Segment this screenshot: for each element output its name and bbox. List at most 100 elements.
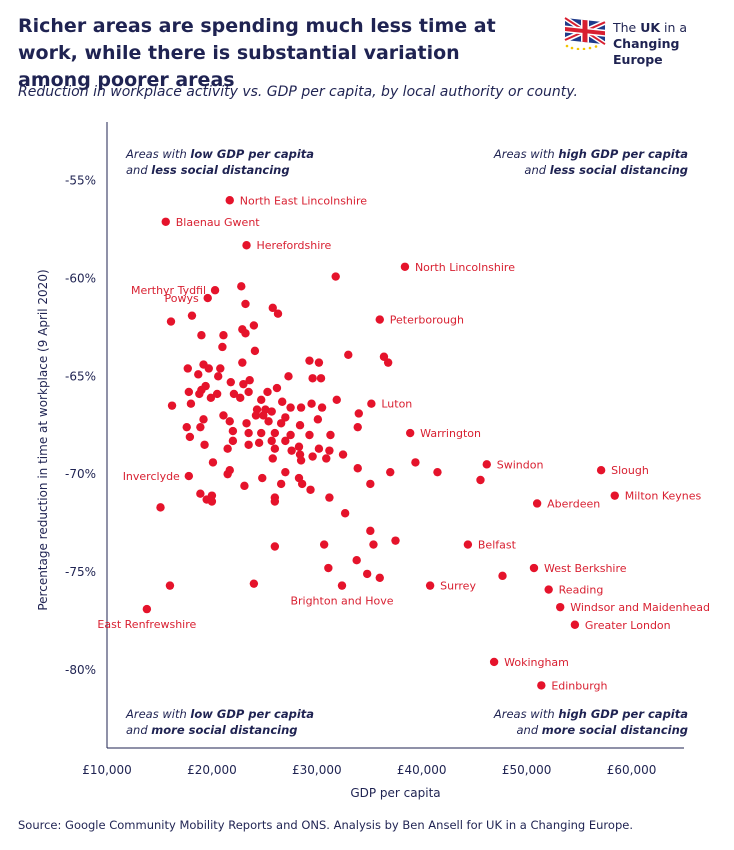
- point-label: Surrey: [440, 580, 476, 593]
- data-point: [308, 452, 317, 461]
- data-point: [184, 387, 194, 397]
- x-tick-label: £50,000: [502, 763, 552, 777]
- labeled-data-point: [203, 293, 212, 303]
- data-point: [237, 282, 246, 291]
- y-tick-label: -55%: [65, 174, 96, 188]
- labeled-data-point: [482, 460, 491, 469]
- quadrant-note-top-right: and less social distancing: [524, 163, 688, 177]
- data-point: [212, 389, 222, 399]
- point-label: Edinburgh: [551, 679, 607, 692]
- data-point: [308, 374, 317, 383]
- data-point: [229, 389, 239, 399]
- point-label: Herefordshire: [257, 239, 332, 252]
- y-tick-label: -65%: [65, 369, 96, 383]
- data-point: [225, 466, 234, 475]
- data-point: [277, 397, 287, 406]
- y-tick-label: -70%: [65, 467, 96, 481]
- logo-wordmark: The UK in a Changing Europe: [613, 20, 688, 67]
- data-point: [263, 387, 272, 397]
- point-labels: North East Lincolnshire Blaenau Gwent Here…: [97, 194, 710, 692]
- data-point: [354, 409, 363, 418]
- data-point: [245, 376, 254, 385]
- labeled-data-point: [532, 499, 542, 508]
- chart-subtitle: Reduction in workplace activity vs. GDP …: [18, 84, 578, 100]
- data-point: [366, 479, 375, 489]
- data-point: [294, 442, 304, 451]
- data-point: [219, 331, 228, 340]
- labeled-data-point: [225, 196, 234, 205]
- point-label: Merthyr Tydfil: [131, 284, 206, 297]
- data-point: [167, 401, 177, 410]
- labeled-data-point: [400, 262, 410, 271]
- data-point: [433, 467, 442, 477]
- data-point: [196, 489, 205, 498]
- point-label: North East Lincolnshire: [240, 194, 367, 207]
- x-tick-label: £10,000: [82, 763, 132, 777]
- data-point: [325, 446, 334, 455]
- x-tick-label: £40,000: [397, 763, 447, 777]
- labeled-data-point: [489, 657, 499, 667]
- labeled-data-point: [610, 491, 619, 500]
- data-point: [249, 321, 259, 330]
- data-points: [142, 196, 619, 690]
- point-label: Windsor and Maidenhead: [570, 601, 710, 614]
- point-label: North Lincolnshire: [415, 261, 515, 274]
- chart-title: Richer areas are spending much less time…: [18, 15, 496, 91]
- data-point: [194, 370, 203, 379]
- data-point: [272, 383, 282, 393]
- data-point: [411, 458, 420, 467]
- data-point: [273, 309, 283, 318]
- data-point: [216, 364, 225, 373]
- point-label: Warrington: [420, 427, 481, 440]
- quadrant-notes: Areas with low GDP per capita and less so…: [125, 147, 688, 737]
- quadrant-note-bottom-left: and more social distancing: [126, 723, 298, 737]
- point-label: Wokingham: [504, 656, 569, 669]
- y-tick-label: -60%: [65, 272, 96, 286]
- data-point: [257, 428, 266, 438]
- x-tick-label: £60,000: [607, 763, 657, 777]
- data-point: [352, 556, 361, 565]
- data-point: [281, 436, 290, 446]
- labeled-data-point: [570, 620, 580, 629]
- data-point: [268, 454, 277, 463]
- data-point: [338, 450, 348, 459]
- labeled-data-point: [405, 428, 415, 438]
- point-label: Belfast: [478, 539, 517, 552]
- point-label: Luton: [381, 398, 412, 411]
- data-point: [284, 372, 293, 381]
- point-label: Powys: [164, 292, 198, 305]
- data-point: [240, 481, 249, 491]
- data-point: [276, 479, 286, 489]
- x-tick-label: £20,000: [187, 763, 237, 777]
- data-point: [223, 444, 232, 453]
- data-point: [305, 430, 314, 440]
- data-point: [281, 413, 290, 422]
- data-point: [386, 467, 395, 477]
- labeled-data-point: [537, 681, 546, 690]
- data-point: [244, 428, 253, 438]
- data-point: [257, 395, 266, 404]
- data-point: [165, 581, 175, 590]
- data-point: [206, 393, 216, 403]
- data-point: [264, 417, 273, 426]
- data-point: [208, 458, 218, 467]
- data-point: [326, 430, 335, 440]
- data-point: [207, 497, 217, 506]
- data-point: [242, 419, 251, 428]
- data-point: [340, 509, 350, 518]
- labeled-data-point: [142, 604, 152, 614]
- point-label: Blaenau Gwent: [176, 216, 261, 229]
- data-point: [186, 399, 196, 408]
- data-point: [332, 395, 341, 404]
- point-label: West Berkshire: [544, 562, 627, 575]
- quadrant-note-bottom-left: Areas with low GDP per capita: [125, 707, 314, 721]
- data-point: [296, 456, 306, 465]
- data-point: [366, 526, 375, 536]
- data-point: [200, 440, 209, 449]
- labeled-data-point: [367, 399, 376, 408]
- data-point: [268, 303, 277, 313]
- data-point: [322, 454, 331, 463]
- data-point: [195, 389, 204, 399]
- data-point: [239, 379, 248, 389]
- data-point: [228, 436, 238, 446]
